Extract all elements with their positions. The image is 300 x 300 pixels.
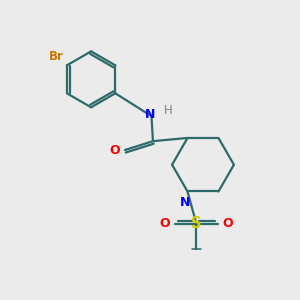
Text: Br: Br bbox=[49, 50, 63, 63]
Text: N: N bbox=[179, 196, 190, 209]
Text: N: N bbox=[145, 108, 155, 121]
Text: S: S bbox=[191, 216, 202, 231]
Text: O: O bbox=[159, 218, 170, 230]
Text: H: H bbox=[164, 104, 172, 117]
Text: O: O bbox=[223, 218, 233, 230]
Text: O: O bbox=[109, 144, 120, 157]
